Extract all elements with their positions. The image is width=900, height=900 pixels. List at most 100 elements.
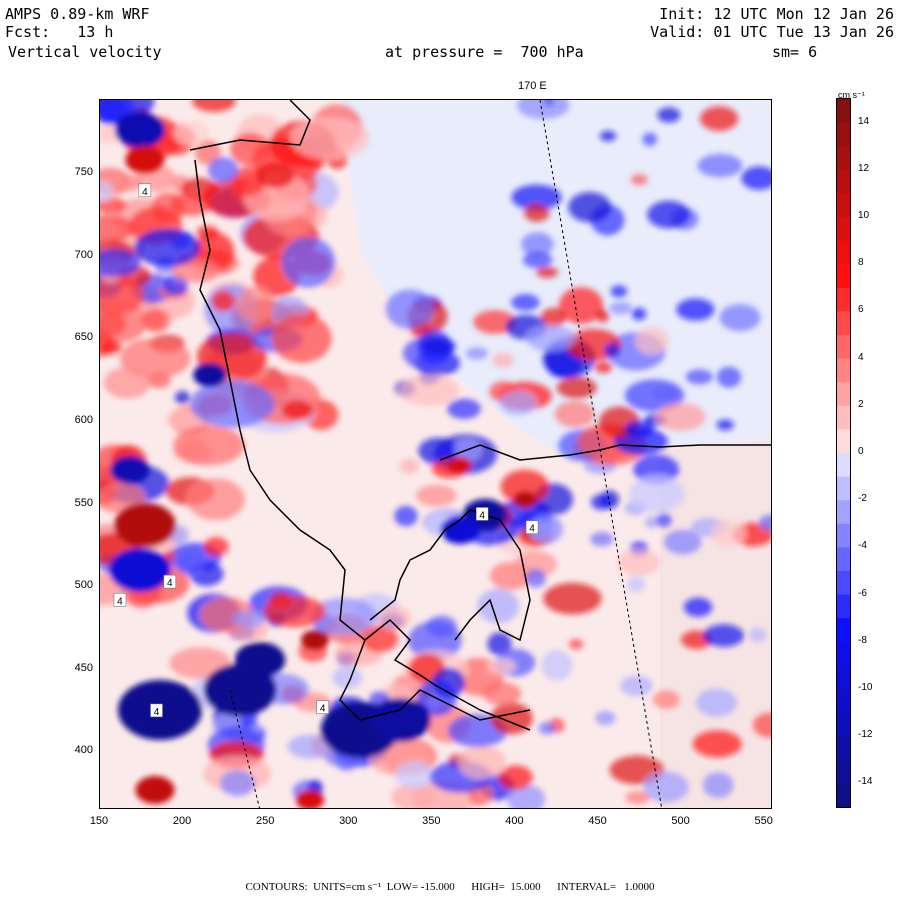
contour-value-label: 4 [138,183,152,198]
ascent-cell [172,258,220,283]
ascent-cell [710,520,746,547]
colorbar-tick-label: 10 [858,210,870,221]
ascent-cell [116,174,142,192]
descent-cell [408,621,462,661]
ascent-cell [490,702,533,735]
descent-cell [522,251,553,269]
colorbar-segment [837,500,850,525]
colorbar-tick-label: 4 [858,351,864,363]
svg-text:4: 4 [479,510,485,521]
ascent-cell [100,311,126,336]
descent-cell [663,529,702,555]
colorbar-segment [837,641,850,666]
ascent-cell [399,458,420,474]
svg-text:4: 4 [117,596,123,607]
ascent-cell [103,367,151,399]
descent-cell [657,107,681,123]
y-tick-label: 750 [74,166,93,179]
ascent-cell [594,361,613,374]
ascent-cell [100,197,127,214]
colorbar-tick-label: 0 [858,446,864,457]
x-tick-label: 500 [671,815,690,827]
weak-descent-region [340,100,771,460]
ascent-cell [100,275,145,315]
colorbar-tick-label: 12 [858,162,870,174]
strong-descent-cell [110,456,150,484]
descent-cell [447,398,481,419]
ascent-cell [596,309,610,323]
descent-cell [100,180,114,202]
colorbar-segment [837,759,850,784]
descent-cell [332,666,363,689]
descent-cell [525,568,546,588]
colorbar-segment [837,122,850,147]
descent-cell [487,632,512,656]
descent-cell [526,325,576,352]
ascent-cell [556,377,597,399]
colorbar-segment [837,429,850,454]
strong-ascent-cell [448,457,472,473]
descent-cell [609,301,633,315]
contour-info: CONTOURS: UNITS=cm s⁻¹ LOW= -15.000 HIGH… [245,881,655,893]
descent-cell [599,130,617,142]
descent-cell [281,237,336,288]
strong-ascent-cell [125,146,165,174]
ascent-cell [500,469,549,504]
colorbar-tick-label: 6 [858,304,864,316]
colorbar-tick-label: -14 [858,776,873,788]
descent-cell [395,760,435,789]
ascent-cell [271,313,332,363]
y-tick-label: 500 [74,579,93,592]
colorbar-segment [837,665,850,690]
meridian-170e [539,100,663,808]
colorbar-segment [837,169,850,194]
descent-cell [624,420,654,438]
descent-cell [702,772,734,799]
contour-value-label: 4 [475,507,489,521]
y-tick-label: 450 [74,661,93,674]
svg-text:4: 4 [529,524,535,535]
ascent-cell [211,290,235,312]
pressure-level: at pressure = 700 hPa [385,43,584,61]
descent-cell [232,610,266,628]
descent-cell [309,597,378,636]
colorbar-segment [837,571,850,596]
colorbar-fill [837,99,850,808]
colorbar-segment [837,523,850,548]
descent-cell [604,343,621,358]
descent-cell [631,307,647,321]
ascent-cell [416,484,457,507]
colorbar-segment [837,311,850,336]
ascent-cell [486,657,516,675]
svg-text:4: 4 [167,578,173,589]
descent-cell [645,516,660,529]
descent-cell [741,166,771,190]
descent-cell [716,419,734,431]
ascent-cell [492,353,514,368]
colorbar-tick-label: -6 [858,587,867,599]
ascent-cell [120,338,191,379]
ascent-cell [399,374,460,407]
colorbar-tick-label: -8 [858,634,867,646]
colorbar-segment [837,476,850,501]
ascent-cell [554,400,595,428]
svg-text:4: 4 [154,707,160,718]
ascent-cell [536,266,558,278]
x-tick-label: 150 [89,815,109,827]
descent-cell [421,337,456,355]
ascent-cell [173,425,245,466]
strong-descent-cell [109,548,171,592]
descent-cell [208,157,239,183]
ascent-cell [652,690,680,709]
descent-cell [134,228,201,267]
y-tick-label: 550 [74,496,93,509]
ascent-cell [558,287,604,324]
colorbar-segment [837,193,850,218]
strong-descent-cell [440,516,480,544]
ascent-cell [378,605,411,631]
forecast-hour: Fcst: 13 h [5,23,114,41]
contour-value-label: 4 [316,700,329,715]
ascent-cell [473,310,517,334]
ascent-cell [361,624,399,653]
coastline [339,639,531,721]
